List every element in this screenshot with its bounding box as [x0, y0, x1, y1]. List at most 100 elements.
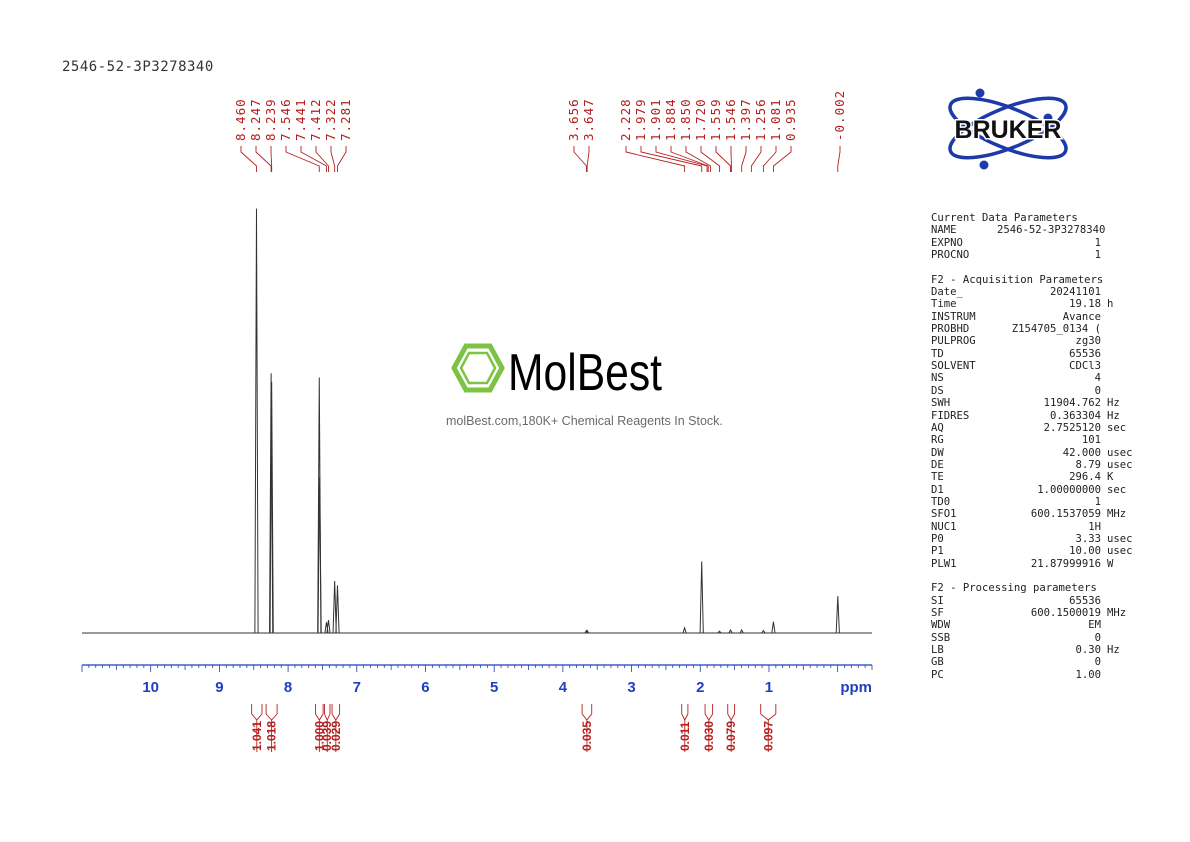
electron-dot-icon	[979, 160, 989, 170]
param-unit	[1101, 434, 1107, 446]
peak-label: 1.979	[633, 98, 648, 141]
integral-label: 0.079	[724, 721, 738, 751]
peak-label: 7.322	[323, 98, 338, 141]
param-key: SI	[931, 594, 944, 607]
integral-bracket	[315, 704, 324, 752]
peak-label: 7.546	[278, 98, 293, 141]
param-row: PROCNO 1	[931, 249, 1141, 261]
param-row: NUC1 1H	[931, 521, 1141, 533]
param-unit	[1101, 249, 1107, 261]
param-row: DE 8.79 usec	[931, 459, 1141, 471]
param-row: EXPNO 1	[931, 237, 1141, 249]
param-row: WDW EM	[931, 619, 1141, 631]
param-value: 1.00	[1075, 668, 1101, 681]
param-value: CDCl3	[1069, 360, 1101, 373]
integral-bracket	[760, 704, 777, 752]
param-row: GB 0	[931, 656, 1141, 668]
peak-label-leader	[255, 146, 272, 172]
integral-bracket	[251, 704, 263, 752]
param-value: 42.000	[1062, 446, 1101, 459]
x-tick-label: 7	[353, 679, 361, 696]
peak-label-leader	[240, 146, 257, 172]
param-key: WDW	[931, 619, 951, 632]
peak-label-leader	[700, 146, 720, 172]
spectrum-peak	[335, 585, 340, 634]
peak-label: 7.412	[308, 98, 323, 141]
param-key: SSB	[931, 631, 951, 644]
param-value: 0	[1094, 384, 1101, 397]
param-value: 1	[1094, 495, 1101, 508]
param-row: DW 42.000 usec	[931, 447, 1141, 459]
param-value: 1.00000000	[1037, 483, 1101, 496]
param-key: SOLVENT	[931, 360, 976, 373]
param-unit	[1101, 372, 1107, 384]
param-row: AQ 2.7525120 sec	[931, 422, 1141, 434]
spectrum-peak	[269, 373, 274, 634]
param-unit	[1101, 496, 1107, 508]
param-key: NS	[931, 372, 944, 385]
param-key: P0	[931, 532, 944, 545]
spectrum-peak	[699, 561, 704, 634]
peak-label: 1.884	[663, 98, 678, 141]
atom-rings-icon	[948, 96, 1068, 160]
spectrum-peak	[317, 477, 322, 634]
param-value: 4	[1094, 372, 1101, 385]
param-key: PULPROG	[931, 335, 976, 348]
peak-label: 1.256	[753, 98, 768, 141]
param-row: LB 0.30 Hz	[931, 644, 1141, 656]
param-unit: h	[1107, 298, 1114, 311]
param-unit	[1101, 521, 1107, 533]
param-unit: MHz	[1107, 607, 1127, 619]
peak-label: 7.281	[338, 98, 353, 141]
peak-label: 1.081	[768, 98, 783, 141]
param-key: PLW1	[931, 557, 957, 570]
param-value: 1	[1094, 249, 1101, 262]
param-row: PLW1 21.87999916 W	[931, 558, 1141, 570]
param-row: INSTRUM Avance	[931, 311, 1141, 323]
integral-label: 0.029	[329, 721, 343, 751]
param-key: Date_	[931, 286, 963, 299]
param-key: NAME	[931, 224, 957, 237]
x-tick-label: 5	[490, 679, 498, 696]
param-key: SF	[931, 607, 944, 619]
param-value: 600.1500019	[1030, 607, 1101, 619]
spectrum-peak	[682, 626, 687, 634]
peak-label-leader	[685, 146, 712, 172]
peak-label: -0.002	[832, 90, 847, 141]
param-row: P0 3.33 usec	[931, 533, 1141, 545]
param-key: DE	[931, 458, 944, 471]
param-value: 10.00	[1069, 545, 1101, 558]
sample-id: 2546-52-3P3278340	[62, 59, 214, 75]
param-section-title: Current Data Parameters	[931, 212, 1078, 224]
param-unit	[1101, 360, 1107, 372]
x-axis-label: ppm	[840, 679, 872, 696]
parameter-panel: Current Data Parameters NAME 2546-52-3P327…	[931, 212, 1141, 681]
peak-label: 0.935	[783, 98, 798, 141]
integral-label: 0.097	[761, 721, 775, 751]
param-key: D1	[931, 483, 944, 496]
param-value: 0.30	[1075, 644, 1101, 657]
param-key: DS	[931, 384, 944, 397]
param-value: EM	[1088, 619, 1101, 632]
param-unit	[1101, 237, 1107, 249]
param-value: 600.1537059	[1030, 508, 1101, 521]
peak-label-leader	[270, 146, 273, 172]
param-key: DW	[931, 446, 944, 459]
param-section-title: F2 - Acquisition Parameters	[931, 273, 1104, 286]
param-unit	[1101, 323, 1107, 335]
param-key: PROCNO	[931, 249, 970, 262]
param-key: RG	[931, 434, 944, 447]
param-unit	[1101, 286, 1107, 298]
param-unit	[1101, 224, 1107, 236]
peak-label-leader	[625, 146, 686, 172]
param-unit	[1101, 311, 1107, 323]
param-unit: sec	[1107, 483, 1127, 496]
param-value: 2546-52-3P3278340	[997, 224, 1106, 237]
param-unit	[1101, 348, 1107, 360]
param-row: SWH 11904.762 Hz	[931, 397, 1141, 409]
param-row: SFO1 600.1537059 MHz	[931, 508, 1141, 520]
integral-label: 1.000	[312, 721, 326, 751]
integral-bracket	[324, 704, 331, 752]
param-key: FIDRES	[931, 409, 970, 422]
